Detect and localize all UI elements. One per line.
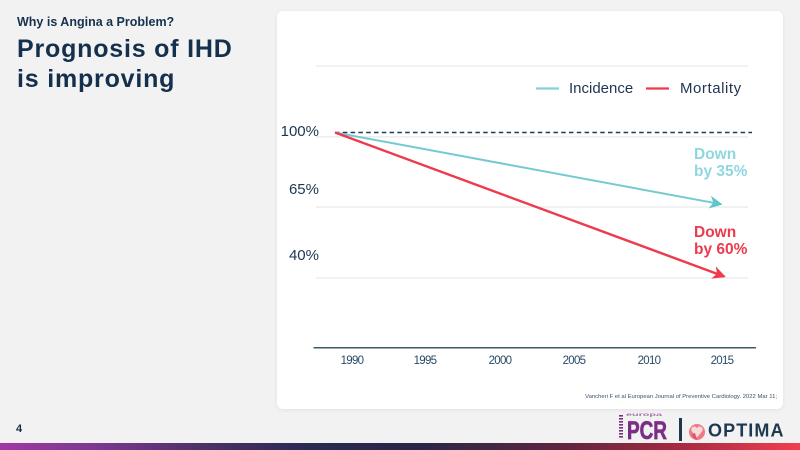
svg-text:PCR: PCR <box>627 417 667 442</box>
svg-text:europa: europa <box>626 412 663 417</box>
svg-text:OPTIMA: OPTIMA <box>708 421 785 441</box>
